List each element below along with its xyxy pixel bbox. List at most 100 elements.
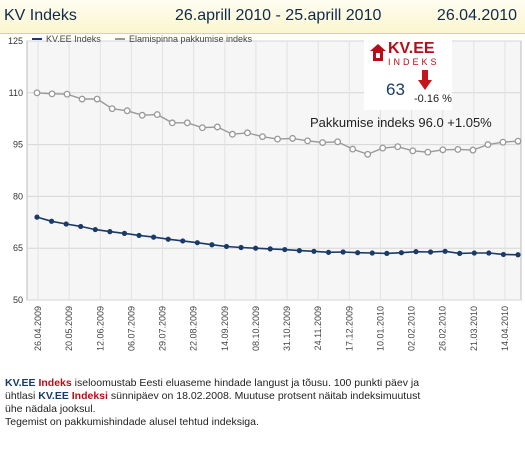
x-tick-label: 06.07.2009: [126, 306, 136, 351]
x-tick-label: 22.08.2009: [189, 306, 199, 351]
footer-brand-indeksi: Indeksi: [71, 390, 108, 402]
footer-line-2-text: sünnipäev on 18.02.2008. Muutuse protsen…: [107, 390, 421, 402]
data-point: [398, 250, 404, 256]
data-point: [267, 246, 273, 252]
header-period: 26.aprill 2010 - 25.aprill 2010: [175, 7, 382, 24]
x-tick-label: 14.04.2010: [500, 306, 510, 351]
x-tick-label: 24.11.2009: [313, 306, 323, 350]
data-point: [369, 250, 375, 256]
data-point: [427, 249, 434, 255]
x-tick-label: 02.02.2010: [407, 306, 417, 351]
y-tick-label: 80: [13, 191, 23, 201]
x-tick-label: 10.01.2010: [375, 306, 385, 351]
data-point: [198, 124, 206, 132]
data-point: [394, 143, 402, 151]
data-point: [469, 146, 477, 154]
data-point: [209, 242, 215, 248]
data-point: [340, 249, 346, 255]
data-point: [121, 230, 128, 236]
arrow-down-icon: [418, 70, 432, 90]
footer-line-4: Tegemist on pakkumishindade alusel tehtu…: [5, 416, 259, 428]
data-point: [228, 130, 236, 138]
data-point: [136, 232, 142, 239]
x-tick-label: 14.09.2009: [220, 306, 230, 351]
x-tick-label: 08.10.2009: [251, 306, 261, 351]
data-point: [442, 248, 448, 254]
data-point: [243, 129, 251, 137]
data-point: [123, 107, 131, 115]
data-point: [183, 119, 191, 127]
data-point: [500, 251, 507, 258]
x-tick-label: 21.03.2010: [469, 306, 479, 351]
y-tick-label: 110: [9, 88, 23, 98]
y-tick-label: 65: [13, 243, 23, 253]
data-point: [138, 111, 146, 119]
data-point: [499, 138, 507, 146]
footer-text: KV.EE Indeks iseloomustab Eesti eluaseme…: [5, 377, 520, 429]
data-point: [471, 250, 477, 256]
y-tick-label: 50: [13, 295, 23, 305]
data-point: [325, 249, 332, 255]
footer-line-1: KV.EE Indeks iseloomustab Eesti eluaseme…: [5, 377, 520, 390]
data-point: [384, 250, 390, 256]
data-point: [48, 218, 55, 224]
data-point: [289, 134, 296, 142]
data-point: [439, 146, 447, 154]
data-point: [282, 246, 288, 253]
data-point: [34, 214, 40, 220]
x-tick-label: 26.02.2010: [438, 306, 448, 351]
data-point: [93, 95, 101, 103]
footer-brand-kvee-2: KV.EE: [38, 390, 69, 402]
logo-sub: INDEKS: [388, 57, 440, 67]
footer-line-2: ühtlasi KV.EE Indeksi sünnipäev on 18.02…: [5, 390, 520, 403]
data-point: [409, 147, 417, 155]
data-point: [238, 244, 244, 251]
data-point: [413, 249, 419, 255]
data-point: [515, 252, 521, 258]
data-point: [165, 236, 171, 242]
data-point: [514, 137, 522, 145]
data-point: [213, 123, 221, 131]
x-tick-label: 12.06.2009: [95, 306, 105, 351]
data-point: [424, 148, 432, 156]
data-point: [63, 221, 69, 227]
data-point: [349, 145, 357, 153]
x-tick-label: 29.07.2009: [158, 306, 168, 351]
x-tick-label: 20.05.2009: [64, 306, 74, 351]
footer-line-2-pre: ühtlasi: [5, 390, 39, 402]
data-point: [153, 111, 161, 119]
data-point: [379, 144, 387, 152]
header-title: KV Indeks: [4, 7, 77, 24]
data-point: [48, 90, 56, 98]
logo-brand: KV.EE: [388, 40, 435, 57]
y-tick-label: 125: [8, 36, 23, 46]
x-tick-label: 31.10.2009: [282, 306, 292, 351]
data-point: [194, 240, 200, 246]
data-point: [33, 89, 41, 97]
data-point: [259, 133, 266, 141]
logo-value: 63: [386, 80, 405, 99]
data-point: [63, 90, 71, 98]
house-icon: [370, 44, 386, 61]
data-point: [296, 248, 302, 254]
footer-line-3: ühe nädala jooksul.: [5, 403, 96, 415]
data-point: [223, 243, 230, 250]
data-point: [484, 141, 492, 149]
data-point: [108, 105, 116, 113]
data-point: [78, 95, 86, 103]
data-point: [274, 135, 281, 143]
pakkumise-indeks-label: Pakkumise indeks 96.0 +1.05%: [310, 115, 492, 130]
data-point: [151, 234, 157, 240]
data-point: [253, 245, 259, 251]
data-point: [454, 145, 462, 153]
data-point: [168, 119, 176, 127]
data-point: [457, 250, 463, 256]
data-point: [107, 229, 113, 235]
y-tick-label: 95: [13, 140, 23, 150]
data-point: [334, 138, 342, 146]
footer-brand-indeks: Indeks: [38, 377, 72, 389]
data-point: [304, 137, 312, 145]
x-tick-label: 26.04.2009: [33, 306, 43, 351]
kvee-logo: KV.EE INDEKS 63 -0.16 %: [364, 38, 452, 110]
legend-label: KV.EE Indeks: [46, 34, 101, 44]
